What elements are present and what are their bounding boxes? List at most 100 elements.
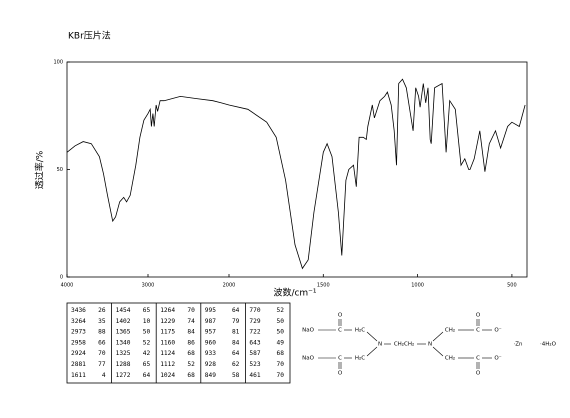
transmittance: 58: [232, 372, 240, 379]
wavenumber: 2881: [71, 361, 86, 368]
table-frame: [66, 302, 291, 384]
transmittance: 62: [232, 361, 240, 368]
transmittance: 50: [277, 318, 285, 325]
transmittance: 77: [98, 361, 106, 368]
transmittance: 70: [277, 361, 285, 368]
structure-label: C: [476, 356, 480, 362]
structure-label: NaO: [302, 328, 314, 334]
transmittance: 52: [277, 307, 285, 314]
transmittance: 74: [187, 318, 195, 325]
wavenumber: 1175: [160, 329, 175, 336]
x-axis-label: 波数/cm⁻¹: [273, 287, 316, 299]
y-tick-label: 100: [53, 60, 63, 66]
wavenumber: 1288: [116, 361, 131, 368]
wavenumber: 729: [249, 318, 260, 325]
x-tick-label: 2000: [223, 283, 236, 289]
transmittance: 50: [277, 329, 285, 336]
wavenumber: 1365: [116, 329, 131, 336]
structure-label: C: [338, 356, 342, 362]
y-tick-label: 0: [60, 275, 63, 281]
transmittance: 86: [187, 339, 195, 346]
wavenumber: 722: [249, 329, 260, 336]
structure-label: C: [476, 328, 480, 334]
transmittance: 10: [143, 318, 151, 325]
bond: [366, 346, 378, 357]
bond: [432, 331, 444, 342]
spectrum-line: [66, 78, 526, 270]
wavenumber: 461: [249, 372, 260, 379]
structure-label: CH₂: [445, 328, 455, 334]
transmittance: 4: [102, 372, 106, 379]
wavenumber: 849: [205, 372, 216, 379]
wavenumber: 1264: [160, 307, 175, 314]
x-tick-label: 4000: [61, 283, 74, 289]
transmittance: 64: [232, 350, 240, 357]
bond: [432, 346, 444, 357]
transmittance: 84: [187, 329, 195, 336]
wavenumber: 587: [249, 350, 260, 357]
structure-label: H₂C: [355, 328, 365, 334]
transmittance: 79: [232, 318, 240, 325]
wavenumber: 2924: [71, 350, 86, 357]
transmittance: 70: [98, 350, 106, 357]
structure-label: O⁻: [494, 356, 501, 362]
wavenumber: 770: [249, 307, 260, 314]
structure-label: O: [476, 371, 481, 377]
transmittance: 81: [232, 329, 240, 336]
transmittance: 70: [277, 372, 285, 379]
structure-label: N: [378, 342, 382, 348]
wavenumber: 995: [205, 307, 216, 314]
transmittance: 68: [187, 350, 195, 357]
structure-label: N: [428, 342, 432, 348]
structure-label: NaO: [302, 356, 314, 362]
wavenumber: 928: [205, 361, 216, 368]
structure-label: O⁻: [494, 328, 501, 334]
wavenumber: 1024: [160, 372, 175, 379]
bond: [366, 331, 378, 342]
chart-title: KBr压片法: [68, 30, 111, 42]
x-tick-label: 1000: [411, 283, 424, 289]
wavenumber: 987: [205, 318, 216, 325]
structure: NaO C O H₂C NaO C O H₂C N CH₂CH₂ N CH₂ C O O⁻ CH₂ C O O⁻ ·Z…: [302, 313, 557, 377]
wavenumber: 1229: [160, 318, 175, 325]
y-tick-label: 50: [57, 167, 63, 173]
wavenumber: 960: [205, 339, 216, 346]
structure-label: O: [476, 313, 481, 319]
transmittance: 35: [98, 318, 106, 325]
wavenumber: 1611: [71, 372, 86, 379]
wavenumber: 1340: [116, 339, 131, 346]
structure-label: C: [338, 328, 342, 334]
wavenumber: 1454: [116, 307, 131, 314]
wavenumber: 523: [249, 361, 260, 368]
transmittance: 52: [187, 361, 195, 368]
transmittance: 65: [143, 361, 151, 368]
structure-label: CH₂: [445, 356, 455, 362]
wavenumber: 933: [205, 350, 216, 357]
transmittance: 64: [232, 307, 240, 314]
wavenumber: 1160: [160, 339, 175, 346]
wavenumber: 1402: [116, 318, 131, 325]
transmittance: 65: [143, 307, 151, 314]
wavenumber: 1112: [160, 361, 175, 368]
transmittance: 88: [98, 329, 106, 336]
plot: 4000 3000 2000 1500 1000 500 0 50 100: [53, 60, 526, 289]
peak-table: 3436 26 3264 35 2973 88 2958 66 2924 70 2881 77 1611…: [66, 302, 291, 384]
transmittance: 26: [98, 307, 106, 314]
transmittance: 66: [98, 339, 106, 346]
transmittance: 52: [143, 339, 151, 346]
wavenumber: 2973: [71, 329, 86, 336]
transmittance: 68: [277, 350, 285, 357]
plot-frame: [66, 61, 528, 278]
transmittance: 50: [143, 329, 151, 336]
transmittance: 49: [277, 339, 285, 346]
wavenumber: 1325: [116, 350, 131, 357]
structure-label: ·Zn: [513, 342, 523, 348]
transmittance: 70: [187, 307, 195, 314]
structure-label: O: [338, 371, 343, 377]
x-tick-label: 3000: [142, 283, 155, 289]
x-tick-label: 1500: [317, 283, 330, 289]
transmittance: 64: [143, 372, 151, 379]
wavenumber: 957: [205, 329, 216, 336]
structure-label: ·4H₂O: [540, 342, 557, 348]
